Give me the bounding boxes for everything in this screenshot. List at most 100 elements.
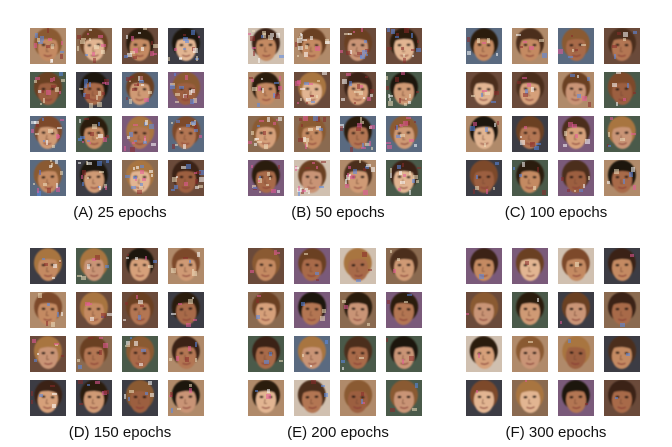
generated-face-image: [340, 380, 376, 416]
generated-face-image: [248, 336, 284, 372]
generated-face-image: [340, 28, 376, 64]
generated-face-image: [30, 28, 66, 64]
face-grid: [30, 248, 210, 418]
generated-face-image: [30, 248, 66, 284]
generated-face-image: [248, 292, 284, 328]
generated-face-image: [168, 28, 204, 64]
generated-face-image: [30, 380, 66, 416]
generated-face-image: [466, 116, 502, 152]
generated-face-image: [340, 116, 376, 152]
generated-face-image: [76, 28, 112, 64]
generated-face-image: [558, 160, 594, 196]
generated-face-image: [30, 116, 66, 152]
generated-face-image: [466, 28, 502, 64]
generated-face-image: [76, 72, 112, 108]
generated-face-image: [604, 380, 640, 416]
generated-face-image: [558, 336, 594, 372]
panel-caption: (C) 100 epochs: [504, 204, 608, 221]
generated-face-image: [512, 292, 548, 328]
generated-face-image: [466, 380, 502, 416]
generated-face-image: [466, 336, 502, 372]
generated-face-image: [248, 28, 284, 64]
generated-face-image: [168, 292, 204, 328]
generated-face-image: [168, 116, 204, 152]
generated-face-image: [386, 160, 422, 196]
generated-face-image: [294, 292, 330, 328]
generated-face-image: [604, 292, 640, 328]
generated-face-image: [466, 248, 502, 284]
generated-face-image: [386, 248, 422, 284]
generated-face-image: [512, 248, 548, 284]
generated-face-image: [512, 28, 548, 64]
generated-face-image: [512, 72, 548, 108]
generated-face-image: [248, 248, 284, 284]
generated-face-image: [294, 72, 330, 108]
generated-face-image: [604, 116, 640, 152]
generated-face-image: [604, 28, 640, 64]
generated-face-image: [294, 160, 330, 196]
generated-face-image: [512, 380, 548, 416]
panel-caption: (B) 50 epochs: [291, 204, 385, 221]
generated-face-image: [558, 72, 594, 108]
generated-face-image: [122, 292, 158, 328]
generated-face-image: [558, 248, 594, 284]
generated-face-image: [386, 116, 422, 152]
generated-face-image: [512, 160, 548, 196]
generated-face-image: [76, 160, 112, 196]
panel-caption: (D) 150 epochs: [68, 424, 172, 441]
generated-face-image: [248, 116, 284, 152]
face-grid: [466, 248, 646, 418]
generated-face-image: [30, 72, 66, 108]
generated-face-image: [294, 28, 330, 64]
generated-face-image: [466, 72, 502, 108]
generated-face-image: [512, 336, 548, 372]
generated-face-image: [340, 248, 376, 284]
generated-face-image: [294, 380, 330, 416]
generated-face-image: [558, 28, 594, 64]
generated-face-image: [558, 116, 594, 152]
generated-face-image: [122, 72, 158, 108]
face-grid: [30, 28, 210, 198]
generated-face-image: [340, 292, 376, 328]
generated-face-image: [604, 248, 640, 284]
generated-face-image: [248, 380, 284, 416]
generated-face-image: [248, 160, 284, 196]
generated-face-image: [604, 160, 640, 196]
generated-face-image: [340, 72, 376, 108]
generated-face-image: [386, 292, 422, 328]
generated-face-image: [30, 292, 66, 328]
generated-face-image: [122, 380, 158, 416]
generated-face-image: [248, 72, 284, 108]
face-grid: [248, 28, 428, 198]
generated-face-image: [340, 160, 376, 196]
generated-face-image: [168, 72, 204, 108]
generated-face-image: [30, 336, 66, 372]
generated-face-image: [76, 292, 112, 328]
generated-face-image: [76, 380, 112, 416]
generated-face-image: [76, 336, 112, 372]
generated-face-image: [122, 116, 158, 152]
generated-face-image: [122, 28, 158, 64]
generated-face-image: [294, 248, 330, 284]
generated-face-image: [168, 160, 204, 196]
generated-face-image: [122, 160, 158, 196]
generated-face-image: [340, 336, 376, 372]
generated-face-image: [558, 380, 594, 416]
generated-face-image: [76, 116, 112, 152]
panel-caption: (A) 25 epochs: [73, 204, 167, 221]
generated-face-image: [168, 380, 204, 416]
generated-face-image: [294, 336, 330, 372]
generated-face-image: [512, 116, 548, 152]
generated-face-image: [122, 336, 158, 372]
generated-face-image: [466, 160, 502, 196]
face-grid: [466, 28, 646, 198]
generated-face-image: [466, 292, 502, 328]
face-grid: [248, 248, 428, 418]
generated-face-image: [122, 248, 158, 284]
generated-face-image: [30, 160, 66, 196]
generated-face-image: [604, 72, 640, 108]
generated-face-image: [294, 116, 330, 152]
generated-face-image: [168, 248, 204, 284]
generated-face-image: [386, 336, 422, 372]
generated-face-image: [168, 336, 204, 372]
